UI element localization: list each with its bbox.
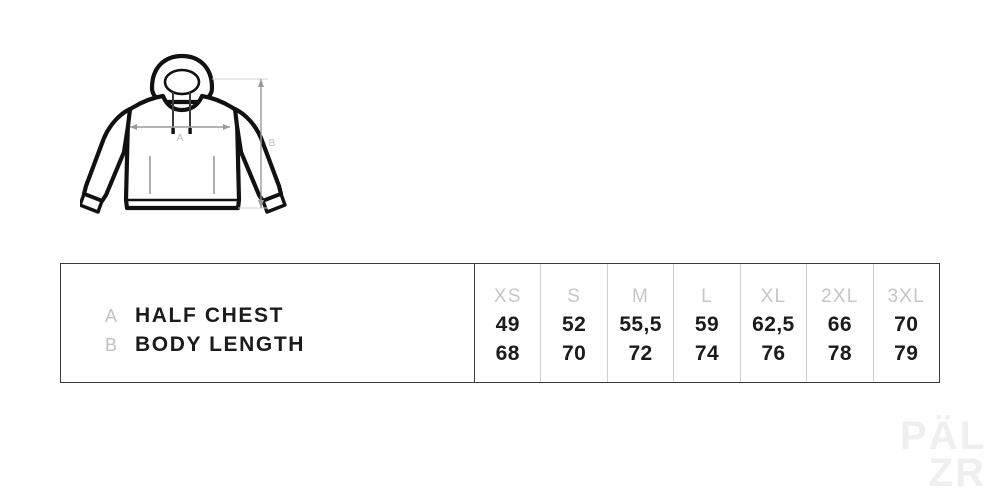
left-sleeve (81, 106, 133, 204)
measurement-name-half-chest: HALF CHEST (135, 304, 284, 327)
table-row: A HALF CHEST (105, 304, 445, 333)
measure-label-a: A (177, 133, 184, 144)
size-column-3xl: 3XL 70 79 (874, 264, 939, 382)
size-header-s: S (567, 286, 582, 307)
right-cuff (261, 192, 287, 214)
measurement-label-list: A HALF CHEST B BODY LENGTH (105, 304, 445, 362)
size-header-xs: XS (493, 286, 522, 307)
cell-body-length-3xl: 79 (894, 342, 919, 365)
cell-body-length-2xl: 78 (827, 342, 852, 365)
size-column-m: M 55,5 72 (608, 264, 675, 382)
measurement-label-column: A HALF CHEST B BODY LENGTH (61, 264, 475, 382)
size-columns: XS 49 68 S 52 70 M 55,5 72 L 59 74 XL 62… (475, 264, 939, 382)
size-column-xl: XL 62,5 76 (741, 264, 808, 382)
hood-opening (163, 68, 201, 96)
right-sleeve (232, 106, 284, 204)
measure-arrow-chest: A (130, 124, 230, 144)
cell-half-chest-xs: 49 (495, 313, 520, 336)
hoodie-illustration: A B (80, 48, 290, 223)
size-header-m: M (632, 286, 650, 307)
size-header-xl: XL (760, 286, 787, 307)
cell-body-length-xl: 76 (761, 342, 786, 365)
row-marker-a: A (105, 306, 118, 326)
watermark-line-1: PÄL (900, 414, 986, 459)
drawstring-tip-right (188, 128, 192, 134)
size-column-2xl: 2XL 66 78 (807, 264, 874, 382)
cell-half-chest-s: 52 (562, 313, 587, 336)
brand-watermark: PÄL ZR (856, 414, 986, 496)
size-header-3xl: 3XL (887, 286, 925, 307)
cell-half-chest-2xl: 66 (827, 313, 852, 336)
cell-half-chest-xl: 62,5 (752, 313, 795, 336)
cell-half-chest-l: 59 (694, 313, 720, 336)
table-row: B BODY LENGTH (105, 333, 445, 362)
measure-arrow-length: B (212, 78, 276, 209)
hoodie-diagram-svg: A B (80, 53, 287, 214)
cell-body-length-m: 72 (628, 342, 653, 365)
size-header-2xl: 2XL (821, 286, 859, 307)
size-column-xs: XS 49 68 (475, 264, 542, 382)
measurement-name-body-length: BODY LENGTH (135, 333, 306, 356)
measure-label-b: B (269, 138, 276, 149)
cell-body-length-l: 74 (694, 342, 720, 365)
hoodie-body (123, 93, 242, 211)
cell-body-length-s: 70 (562, 342, 587, 365)
drawstring-tip-left (171, 128, 175, 134)
cell-half-chest-3xl: 70 (894, 313, 919, 336)
watermark-line-2: ZR (928, 451, 986, 496)
size-column-l: L 59 74 (674, 264, 741, 382)
size-header-l: L (701, 286, 713, 307)
cell-body-length-xs: 68 (495, 342, 520, 365)
left-cuff (80, 192, 104, 214)
size-chart-table: A HALF CHEST B BODY LENGTH XS 49 68 S 52… (60, 263, 940, 383)
cell-half-chest-m: 55,5 (619, 313, 662, 336)
row-marker-b: B (105, 335, 118, 355)
size-column-s: S 52 70 (541, 264, 608, 382)
